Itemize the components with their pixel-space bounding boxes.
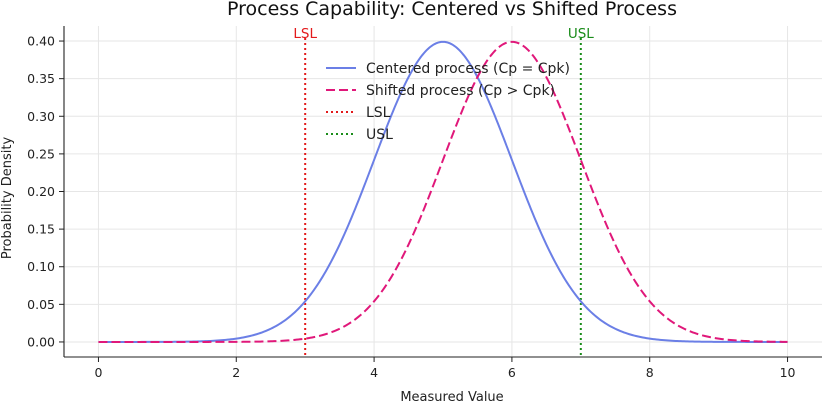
y-tick-label: 0.35: [27, 71, 55, 86]
y-tick-label: 0.00: [27, 334, 55, 349]
y-tick-label: 0.05: [27, 297, 55, 312]
series-lines: [98, 40, 788, 343]
y-tick-label: 0.25: [27, 146, 55, 161]
x-axis-label: Measured Value: [400, 390, 503, 405]
y-tick-label: 0.10: [27, 259, 55, 274]
y-axis-label: Probability Density: [0, 137, 15, 260]
legend-label: Shifted process (Cp > Cpk): [366, 83, 555, 99]
series-line-centered: [98, 40, 788, 343]
x-tick-label: 4: [370, 365, 378, 380]
usl-label: USL: [568, 26, 594, 42]
legend: Centered process (Cp = Cpk) Shifted proce…: [326, 61, 570, 143]
y-tick-label: 0.15: [27, 222, 55, 237]
y-tick-label: 0.30: [27, 109, 55, 124]
grid: [64, 26, 822, 357]
y-tick-label: 0.40: [27, 34, 55, 49]
series-line-shifted: [98, 40, 788, 343]
x-tick-label: 6: [508, 365, 516, 380]
x-tick-label: 8: [646, 365, 654, 380]
lsl-label: LSL: [293, 26, 317, 42]
legend-label: USL: [366, 127, 393, 143]
legend-label: LSL: [366, 105, 391, 121]
spec-limit-lines: LSL USL: [293, 26, 594, 357]
x-tick-label: 10: [780, 365, 796, 380]
x-tick-label: 2: [232, 365, 240, 380]
chart-title: Process Capability: Centered vs Shifted …: [227, 0, 677, 20]
x-tick-label: 0: [94, 365, 102, 380]
legend-label: Centered process (Cp = Cpk): [366, 61, 570, 77]
y-tick-label: 0.20: [27, 184, 55, 199]
axes: 0 2 4 6 8 10 0.00 0.05 0.10 0.15 0.20 0.25 0.30 0.35 0…: [27, 26, 822, 380]
